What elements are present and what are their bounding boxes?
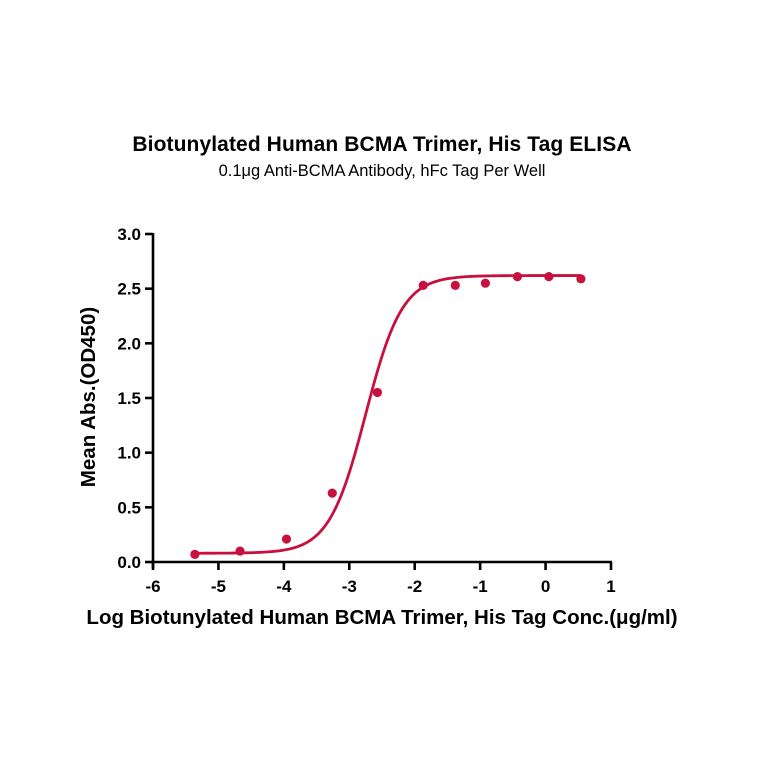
y-tick-label: 2.5 [117, 280, 141, 299]
data-point [372, 387, 383, 398]
data-point [281, 534, 292, 544]
y-tick-label: 1.0 [117, 444, 141, 463]
data-point [576, 274, 586, 284]
x-tick-label: -6 [145, 577, 160, 596]
fit-curve-path [194, 274, 581, 555]
y-tick-label: 2.0 [117, 334, 141, 353]
data-point [327, 488, 337, 498]
data-point [480, 278, 490, 288]
x-tick-label: 0 [541, 577, 550, 596]
x-tick-label: -3 [342, 577, 357, 596]
chart-title: Biotunylated Human BCMA Trimer, His Tag … [132, 133, 632, 156]
x-axis-label: Log Biotunylated Human BCMA Trimer, His … [86, 606, 678, 629]
data-points [190, 272, 586, 559]
data-point [544, 272, 554, 282]
x-tick-label: -2 [407, 577, 422, 596]
data-point [235, 546, 245, 556]
chart-subtitle: 0.1μg Anti-BCMA Antibody, hFc Tag Per We… [218, 162, 546, 180]
axes: 0.0 0.5 1.0 1.5 2.0 2.5 3.0 -6 -5 -4 -3 -2 -1 0 1 [117, 225, 615, 596]
y-tick-label: 0.0 [117, 553, 141, 572]
y-tick-label: 0.5 [117, 498, 141, 517]
x-tick-label: -4 [276, 577, 292, 596]
data-point [418, 280, 428, 290]
data-point [512, 272, 523, 282]
y-tick-label: 1.5 [117, 389, 141, 408]
fit-curve [194, 274, 581, 555]
x-tick-label: 1 [606, 577, 615, 596]
y-tick-label: 3.0 [117, 225, 141, 244]
x-tick-label: -1 [473, 577, 488, 596]
data-point [190, 549, 200, 559]
x-tick-label: -5 [211, 577, 226, 596]
data-point [450, 280, 460, 290]
